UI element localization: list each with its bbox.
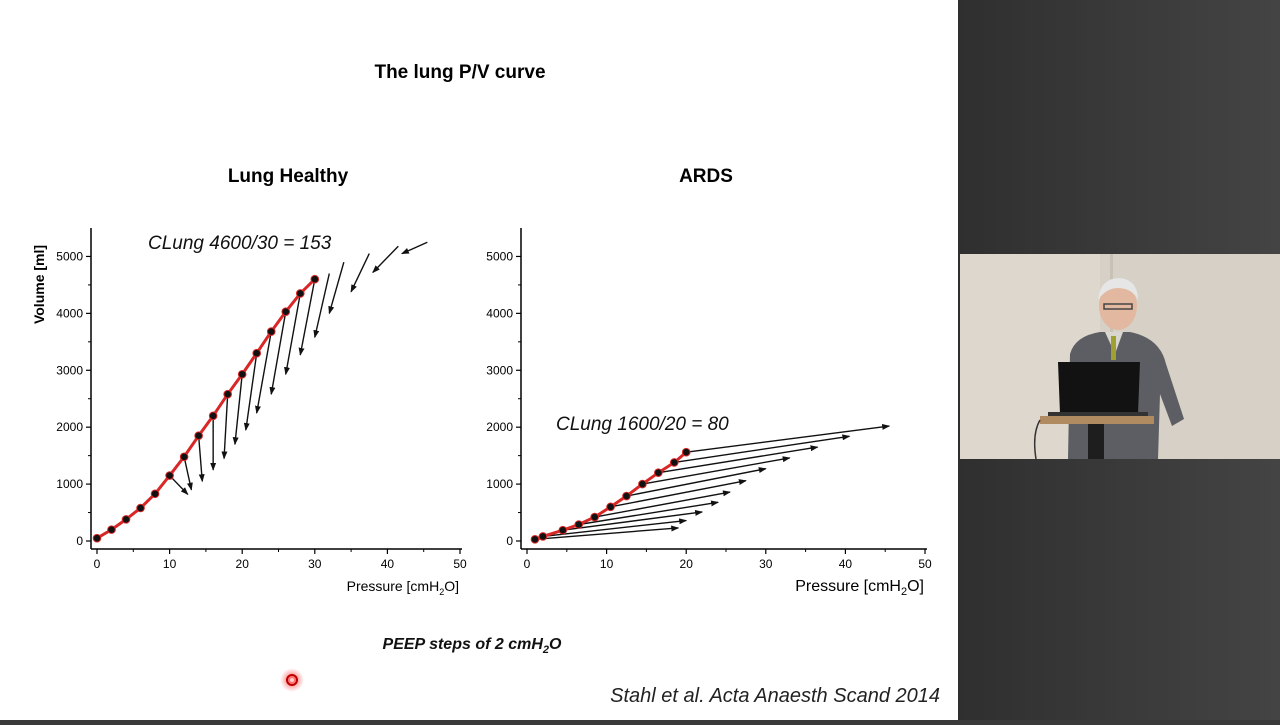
y-tick-label: 5000 bbox=[486, 249, 513, 263]
pressure-arrow bbox=[562, 509, 704, 531]
y-tick-label: 5000 bbox=[56, 249, 83, 263]
pressure-arrow bbox=[197, 435, 205, 483]
pressure-arrow bbox=[328, 261, 345, 315]
pressure-arrow bbox=[610, 479, 747, 508]
pressure-arrow bbox=[254, 331, 272, 414]
pressure-arrow bbox=[534, 525, 680, 540]
y-tick-label: 2000 bbox=[56, 420, 83, 434]
citation: Stahl et al. Acta Anaesth Scand 2014 bbox=[610, 685, 940, 707]
data-point bbox=[538, 532, 548, 541]
x-tick-label: 50 bbox=[918, 557, 932, 571]
x-tick-label: 20 bbox=[680, 557, 694, 571]
data-point bbox=[681, 447, 691, 457]
data-point bbox=[295, 289, 305, 298]
compliance-annotation: CLung 4600/30 = 153 bbox=[148, 233, 332, 254]
y-tick-label: 3000 bbox=[56, 363, 83, 377]
data-point bbox=[266, 327, 276, 336]
y-tick-label: 0 bbox=[506, 534, 513, 548]
pressure-arrow bbox=[674, 434, 851, 464]
y-tick-label: 3000 bbox=[486, 363, 513, 377]
speaker-image bbox=[960, 254, 1280, 459]
footnote-subscript: 2 bbox=[542, 644, 549, 656]
x-tick-label: 10 bbox=[600, 557, 614, 571]
chart-ards: ARDS 0 1000 2000 3000 4000 5000 0 10 20 30 40 50 Pres… bbox=[486, 166, 932, 598]
x-tick-label: 40 bbox=[381, 557, 395, 571]
pv-curve-line bbox=[534, 451, 688, 541]
pressure-arrow bbox=[642, 456, 791, 485]
slide-title: The lung P/V curve bbox=[374, 62, 545, 83]
data-point bbox=[194, 431, 203, 441]
pressure-arrow bbox=[243, 353, 258, 432]
y-axis-label: Volume [ml] bbox=[31, 245, 47, 324]
data-point bbox=[622, 491, 631, 501]
chart-title: ARDS bbox=[679, 166, 733, 187]
data-point bbox=[530, 534, 540, 544]
data-point bbox=[136, 503, 145, 513]
x-tick-label: 10 bbox=[163, 557, 177, 571]
data-point bbox=[237, 369, 247, 379]
data-point bbox=[92, 533, 102, 543]
data-point bbox=[669, 458, 679, 467]
pressure-arrow bbox=[594, 490, 731, 518]
speaker-video bbox=[960, 254, 1280, 459]
pressure-arrow bbox=[183, 456, 193, 491]
slide: The lung P/V curve Lung Healthy 0 1000 2000… bbox=[0, 0, 958, 720]
x-tick-label: 0 bbox=[94, 557, 101, 571]
data-point bbox=[281, 307, 291, 316]
pressure-arrow bbox=[542, 518, 688, 538]
x-axis-label: Pressure [cmH2O] bbox=[347, 578, 459, 597]
x-tick-label: 40 bbox=[839, 557, 853, 571]
data-point bbox=[654, 468, 663, 478]
footnote: PEEP steps of 2 cmH2O bbox=[383, 636, 562, 656]
footnote-end: O bbox=[549, 636, 562, 653]
data-point bbox=[574, 520, 584, 529]
pressure-arrow bbox=[658, 445, 819, 474]
chart-lung-healthy: Lung Healthy 0 1000 2000 3000 4000 5000 0 10 20 30… bbox=[31, 166, 467, 597]
data-point bbox=[310, 274, 320, 284]
data-point bbox=[208, 411, 218, 421]
pv-curve-line bbox=[96, 278, 316, 540]
slide-canvas: The lung P/V curve Lung Healthy010002000… bbox=[31, 62, 940, 707]
x-tick-label: 50 bbox=[453, 557, 467, 571]
y-tick-label: 1000 bbox=[56, 477, 83, 491]
pressure-arrow bbox=[169, 475, 189, 496]
y-tick-label: 0 bbox=[76, 534, 83, 548]
y-tick-label: 1000 bbox=[486, 477, 513, 491]
pressure-arrow bbox=[221, 394, 229, 460]
pressure-arrow bbox=[578, 500, 720, 526]
pressure-arrow bbox=[350, 253, 370, 293]
pressure-arrow bbox=[232, 374, 243, 446]
pressure-arrow bbox=[284, 293, 301, 376]
data-point bbox=[223, 389, 232, 399]
pressure-arrow bbox=[401, 241, 428, 255]
x-tick-label: 30 bbox=[308, 557, 322, 571]
compliance-annotation: CLung 1600/20 = 80 bbox=[556, 414, 729, 435]
pressure-arrow bbox=[626, 467, 767, 497]
data-point bbox=[606, 502, 615, 512]
laser-pointer-icon bbox=[280, 668, 304, 692]
data-point bbox=[558, 525, 568, 535]
pressure-arrow bbox=[298, 279, 316, 356]
x-tick-label: 30 bbox=[759, 557, 773, 571]
data-point bbox=[121, 515, 131, 524]
y-tick-label: 2000 bbox=[486, 420, 513, 434]
x-axis-label: Pressure [cmH2O] bbox=[795, 578, 924, 598]
data-point bbox=[638, 479, 647, 489]
pressure-arrow bbox=[372, 245, 399, 274]
chart-title: Lung Healthy bbox=[228, 166, 349, 187]
data-point bbox=[150, 489, 160, 499]
x-tick-label: 0 bbox=[524, 557, 531, 571]
data-point bbox=[590, 512, 599, 522]
data-point bbox=[179, 452, 189, 462]
pressure-arrow bbox=[313, 273, 331, 339]
data-point bbox=[107, 525, 116, 534]
y-tick-label: 4000 bbox=[486, 306, 513, 320]
y-tick-label: 4000 bbox=[56, 306, 83, 320]
footnote-text: PEEP steps of 2 cmH bbox=[383, 636, 544, 653]
pressure-arrow bbox=[269, 311, 287, 396]
pressure-arrow bbox=[686, 423, 891, 453]
x-tick-label: 20 bbox=[236, 557, 250, 571]
data-point bbox=[252, 348, 262, 358]
data-point bbox=[165, 471, 174, 480]
